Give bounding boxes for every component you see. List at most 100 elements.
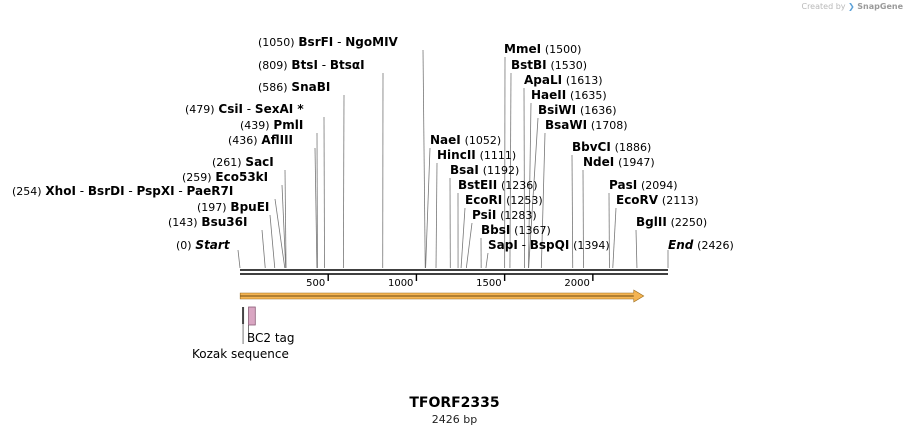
site-label[interactable]: EcoRV (2113) xyxy=(616,193,699,207)
site-line xyxy=(435,162,438,269)
site-position: (1236) xyxy=(501,179,538,192)
site-position: (439) xyxy=(240,119,270,132)
enzyme-name: HincII xyxy=(437,148,476,162)
snapgene-logo-icon: ❯ xyxy=(848,2,855,11)
site-position: (586) xyxy=(258,81,288,94)
site-label[interactable]: BbsI (1367) xyxy=(481,223,551,237)
backbone xyxy=(240,269,668,275)
name-separator: - xyxy=(333,35,345,49)
bc2-tag-label: BC2 tag xyxy=(247,331,295,345)
enzyme-name: XhoI xyxy=(45,184,76,198)
site-label[interactable]: BsiWI (1636) xyxy=(538,103,617,117)
site-position: (1500) xyxy=(545,43,582,56)
site-label[interactable]: (809) BtsI - BtsαI xyxy=(258,58,365,72)
site-label[interactable]: BsaI (1192) xyxy=(450,163,519,177)
enzyme-name: PsiI xyxy=(472,208,496,222)
site-label[interactable]: BstEII (1236) xyxy=(458,178,538,192)
site-label[interactable]: HincII (1111) xyxy=(437,148,516,162)
site-label[interactable]: (197) BpuEI xyxy=(197,200,269,214)
tick-label: 1500 xyxy=(476,278,501,289)
credit-brand: SnapGene xyxy=(857,2,903,11)
site-line xyxy=(485,252,489,269)
enzyme-name: PmlI xyxy=(273,118,303,132)
orf-arrow[interactable] xyxy=(239,289,645,303)
enzyme-name: BbsI xyxy=(481,223,510,237)
tick-label: 2000 xyxy=(564,278,589,289)
site-position: (1052) xyxy=(465,134,502,147)
plasmid-name: TFORF2335 xyxy=(409,395,500,411)
site-position: (2094) xyxy=(641,179,678,192)
plasmid-size: 2426 bp xyxy=(431,413,478,426)
end-position: (2426) xyxy=(697,239,734,252)
site-label[interactable]: (439) PmlI xyxy=(240,118,303,132)
site-line xyxy=(425,147,431,269)
enzyme-name: HaeII xyxy=(531,88,566,102)
site-label[interactable]: End (2426) xyxy=(668,238,734,252)
site-label[interactable]: (0) Start xyxy=(176,238,231,252)
site-label[interactable]: MmeI (1500) xyxy=(504,42,581,56)
site-label[interactable]: PasI (2094) xyxy=(609,178,678,192)
name-separator: - xyxy=(518,238,530,252)
site-position: (1947) xyxy=(618,156,655,169)
name-separator: - xyxy=(318,58,330,72)
site-position: (1635) xyxy=(570,89,607,102)
enzyme-name: NaeI xyxy=(430,133,461,147)
site-line xyxy=(540,132,546,269)
name-separator: - xyxy=(175,184,187,198)
kozak-feature[interactable] xyxy=(242,307,245,324)
enzyme-name: SapI xyxy=(488,238,518,252)
site-position: (1636) xyxy=(580,104,617,117)
site-position: (2113) xyxy=(662,194,699,207)
enzyme-name: MmeI xyxy=(504,42,541,56)
site-position: (1613) xyxy=(566,74,603,87)
credit-prefix: Created by xyxy=(801,2,846,11)
enzyme-name: BsrFI xyxy=(298,35,333,49)
enzyme-name: NgoMIV xyxy=(345,35,398,49)
site-position: (1253) xyxy=(506,194,543,207)
site-line xyxy=(261,229,266,269)
name-separator: - xyxy=(76,184,88,198)
enzyme-name: BbvCI xyxy=(572,140,611,154)
enzyme-name: BstBI xyxy=(511,58,547,72)
enzyme-name: ApaLI xyxy=(524,73,562,87)
site-line xyxy=(237,249,241,269)
ruler-ticks: 500 1000 1500 2000 xyxy=(306,274,594,289)
site-position: (254) xyxy=(12,185,42,198)
site-label[interactable]: NaeI (1052) xyxy=(430,133,501,147)
site-label[interactable]: SapI - BspQI (1394) xyxy=(488,238,610,252)
site-label[interactable]: (254) XhoI - BsrDI - PspXI - PaeR7I xyxy=(12,184,233,198)
bc2-tag-feature[interactable] xyxy=(248,306,256,326)
enzyme-name: BtsαI xyxy=(330,58,365,72)
site-label[interactable]: ApaLI (1613) xyxy=(524,73,603,87)
site-label[interactable]: PsiI (1283) xyxy=(472,208,537,222)
site-label[interactable]: BbvCI (1886) xyxy=(572,140,651,154)
site-label[interactable]: BstBI (1530) xyxy=(511,58,587,72)
site-line xyxy=(460,207,466,269)
site-position: (1283) xyxy=(500,209,537,222)
enzyme-name: CsiI xyxy=(218,102,243,116)
site-label[interactable]: (436) AflIII xyxy=(228,133,293,147)
site-label[interactable]: (259) Eco53kI xyxy=(182,170,268,184)
enzyme-name: SnaBI xyxy=(291,80,330,94)
site-position: (261) xyxy=(212,156,242,169)
tick-label: 1000 xyxy=(388,278,413,289)
site-line xyxy=(571,154,574,269)
site-label[interactable]: EcoRI (1253) xyxy=(465,193,543,207)
site-line xyxy=(465,222,473,269)
site-label[interactable]: HaeII (1635) xyxy=(531,88,607,102)
site-line xyxy=(284,169,287,269)
site-label[interactable]: BsaWI (1708) xyxy=(545,118,628,132)
site-label[interactable]: (479) CsiI - SexAI * xyxy=(185,102,304,116)
enzyme-name: PaeR7I xyxy=(187,184,234,198)
site-label[interactable]: BglII (2250) xyxy=(636,215,707,229)
enzyme-name: EcoRV xyxy=(616,193,659,207)
site-line xyxy=(323,116,325,269)
enzyme-name: BsrDI xyxy=(88,184,125,198)
site-label[interactable]: (1050) BsrFI - NgoMIV xyxy=(258,35,399,49)
site-label[interactable]: NdeI (1947) xyxy=(583,155,655,169)
site-label[interactable]: (143) Bsu36I xyxy=(168,215,247,229)
site-label[interactable]: (586) SnaBI xyxy=(258,80,330,94)
enzyme-name: EcoRI xyxy=(465,193,502,207)
site-label[interactable]: (261) SacI xyxy=(212,155,274,169)
site-line xyxy=(612,207,617,269)
